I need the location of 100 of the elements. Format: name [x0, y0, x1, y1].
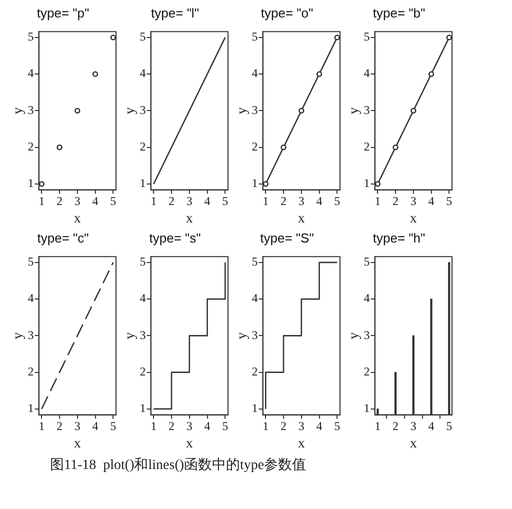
x-tick-label: 3 [74, 419, 80, 434]
y-tick-label: 1 [28, 401, 34, 416]
y-tick-label: 5 [140, 30, 146, 44]
y-axis-title: y [123, 332, 138, 340]
y-tick-label: 5 [140, 254, 146, 269]
x-tick-label: 5 [222, 194, 228, 208]
y-tick-label: 4 [140, 291, 146, 306]
y-axis-title: y [347, 107, 362, 114]
y-tick-label: 4 [252, 291, 258, 306]
x-axis-title: x [74, 211, 81, 226]
point [56, 144, 62, 150]
x-axis-title: x [186, 211, 193, 226]
y-tick-label: 5 [28, 30, 34, 44]
chart-title: type= "b" [372, 5, 426, 20]
x-tick-label: 2 [280, 419, 287, 434]
x-tick-label: 5 [222, 419, 228, 434]
line-series [41, 262, 114, 410]
point [92, 71, 98, 77]
x-tick-label: 1 [374, 419, 381, 434]
y-tick-label: 3 [252, 328, 258, 342]
point [298, 108, 304, 114]
y-tick-label: 3 [252, 102, 258, 117]
x-tick-label: 2 [56, 194, 63, 208]
x-tick-label: 1 [374, 194, 381, 208]
y-tick-label: 5 [252, 254, 258, 269]
chart-title: type= "c" [37, 230, 90, 246]
point [110, 34, 116, 40]
y-tick-label: 4 [252, 66, 258, 80]
y-tick-label: 2 [140, 364, 146, 378]
y-tick-label: 2 [28, 364, 34, 378]
x-tick-label: 3 [410, 419, 416, 434]
y-tick-label: 4 [364, 66, 370, 80]
y-axis-title: y [11, 332, 26, 340]
x-tick-label: 3 [298, 419, 304, 434]
chart-title: type= "p" [36, 5, 90, 20]
y-tick-label: 2 [252, 364, 258, 378]
y-tick-label: 2 [140, 139, 146, 154]
point [446, 34, 452, 40]
y-tick-label: 1 [28, 176, 34, 190]
y-tick-label: 4 [28, 291, 34, 306]
y-tick-label: 2 [364, 364, 370, 378]
x-tick-label: 4 [428, 419, 434, 434]
x-axis-title: x [410, 436, 417, 452]
y-axis-title: y [347, 332, 362, 340]
y-tick-label: 5 [252, 30, 258, 44]
y-tick-label: 5 [28, 254, 34, 269]
x-tick-label: 4 [204, 194, 210, 208]
y-tick-label: 1 [140, 401, 146, 416]
x-tick-label: 2 [168, 194, 175, 208]
x-tick-label: 2 [392, 419, 399, 434]
x-tick-label: 3 [74, 194, 80, 208]
x-tick-label: 2 [56, 419, 63, 434]
y-tick-label: 5 [364, 254, 370, 269]
y-tick-label: 1 [364, 176, 370, 190]
chart-title: type= "S" [260, 230, 314, 246]
y-tick-label: 3 [28, 328, 34, 342]
y-tick-label: 3 [364, 328, 370, 342]
x-tick-label: 1 [38, 419, 45, 434]
y-tick-label: 1 [140, 176, 146, 190]
x-tick-label: 2 [168, 419, 175, 434]
y-tick-label: 2 [252, 139, 258, 154]
x-tick-label: 3 [298, 194, 304, 208]
chart-title: type= "l" [151, 5, 200, 20]
x-tick-label: 1 [38, 194, 45, 208]
x-tick-label: 3 [410, 194, 416, 208]
point [428, 71, 434, 77]
x-axis-title: x [410, 211, 417, 226]
point [392, 144, 398, 150]
y-tick-label: 3 [140, 102, 146, 117]
x-axis-title: x [298, 211, 305, 226]
x-tick-label: 4 [316, 194, 322, 208]
x-tick-label: 5 [110, 194, 116, 208]
x-tick-label: 5 [110, 419, 116, 434]
x-tick-label: 1 [262, 419, 269, 434]
y-tick-label: 2 [364, 139, 370, 154]
point [316, 71, 322, 77]
y-tick-label: 4 [28, 66, 34, 80]
y-tick-label: 1 [252, 401, 258, 416]
x-tick-label: 4 [428, 194, 434, 208]
x-tick-label: 4 [316, 419, 322, 434]
x-tick-label: 4 [92, 194, 98, 208]
x-tick-label: 1 [262, 194, 269, 208]
y-tick-label: 3 [28, 102, 34, 117]
chart-title: type= "h" [372, 230, 426, 246]
point [334, 34, 340, 40]
x-tick-label: 2 [392, 194, 399, 208]
x-tick-label: 3 [186, 194, 192, 208]
point [74, 108, 80, 114]
x-tick-label: 5 [334, 194, 340, 208]
y-tick-label: 3 [364, 102, 370, 117]
x-axis-title: x [298, 436, 305, 452]
point [410, 108, 416, 114]
y-axis-title: y [235, 332, 250, 340]
x-tick-label: 2 [280, 194, 287, 208]
y-tick-label: 1 [364, 401, 370, 416]
chart-title: type= "s" [149, 230, 202, 246]
chart-title: type= "o" [260, 5, 314, 20]
y-tick-label: 5 [364, 30, 370, 44]
y-tick-label: 4 [364, 291, 370, 306]
y-tick-label: 4 [140, 66, 146, 80]
